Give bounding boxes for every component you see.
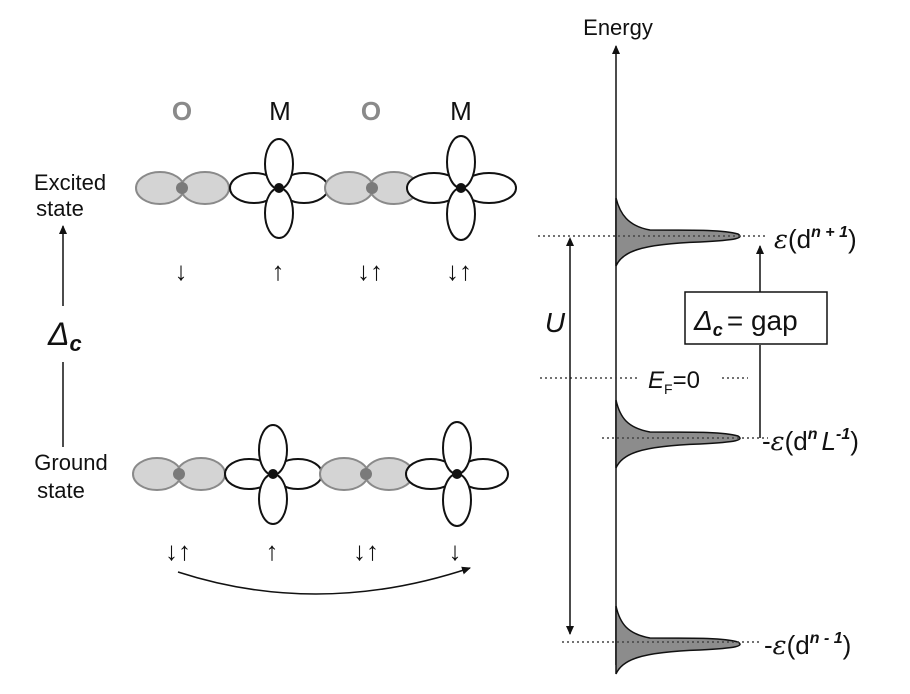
atom-label-o-1: O: [172, 96, 192, 126]
excited-state-label-line1: Excited: [34, 170, 106, 195]
o-orbital: [319, 457, 414, 491]
energy-axis-label: Energy: [583, 15, 653, 40]
delta-c-label: Δc: [47, 316, 82, 356]
atom-label-m-1: M: [269, 96, 291, 126]
peak-upper-hubbard: [615, 197, 741, 267]
spin: ↓: [175, 256, 188, 286]
spin: ↑: [266, 536, 279, 566]
spin: ↓↑: [353, 536, 379, 566]
peak-lower-hubbard: [615, 605, 741, 675]
atom-labels: O M O M: [172, 96, 472, 126]
o-orbital: [135, 171, 230, 205]
m-orbital: [406, 135, 517, 241]
o-orbital: [324, 171, 419, 205]
gap-box: [684, 291, 828, 345]
excited-state-label-line2: state: [36, 196, 84, 221]
gap-box-text: Δc = gap: [693, 305, 798, 340]
spin: ↓↑: [165, 536, 191, 566]
fermi-level-label: EF=0: [648, 367, 700, 397]
ground-chain: [132, 421, 509, 527]
ground-state-label-line1: Ground: [34, 450, 107, 475]
m-orbital: [405, 421, 509, 527]
state-labels: Excited state Ground state: [34, 170, 108, 503]
ground-spins: ↓↑ ↑ ↓↑ ↓: [165, 536, 462, 566]
o-orbital: [132, 457, 226, 491]
reference-lines: [538, 235, 768, 643]
u-label: U: [545, 307, 566, 338]
spin: ↓: [449, 536, 462, 566]
m-orbital: [229, 138, 329, 239]
spin: ↑: [272, 256, 285, 286]
level-label-upper: ε(dn + 1): [774, 224, 857, 255]
excited-chain: [135, 135, 517, 241]
peak-charge-transfer: [615, 399, 741, 469]
spin: ↓↑: [446, 256, 472, 286]
atom-label-m-2: M: [450, 96, 472, 126]
ground-state-label-line2: state: [37, 478, 85, 503]
excited-spins: ↓ ↑ ↓↑ ↓↑: [175, 256, 473, 286]
level-label-lower: -ε(dn - 1): [764, 630, 851, 661]
level-label-middle: -ε(dn L-1): [762, 426, 859, 457]
m-orbital: [224, 424, 323, 525]
dos-peaks: [615, 197, 741, 675]
atom-label-o-2: O: [361, 96, 381, 126]
spin: ↓↑: [357, 256, 383, 286]
charge-transfer-arrow: [177, 566, 471, 595]
